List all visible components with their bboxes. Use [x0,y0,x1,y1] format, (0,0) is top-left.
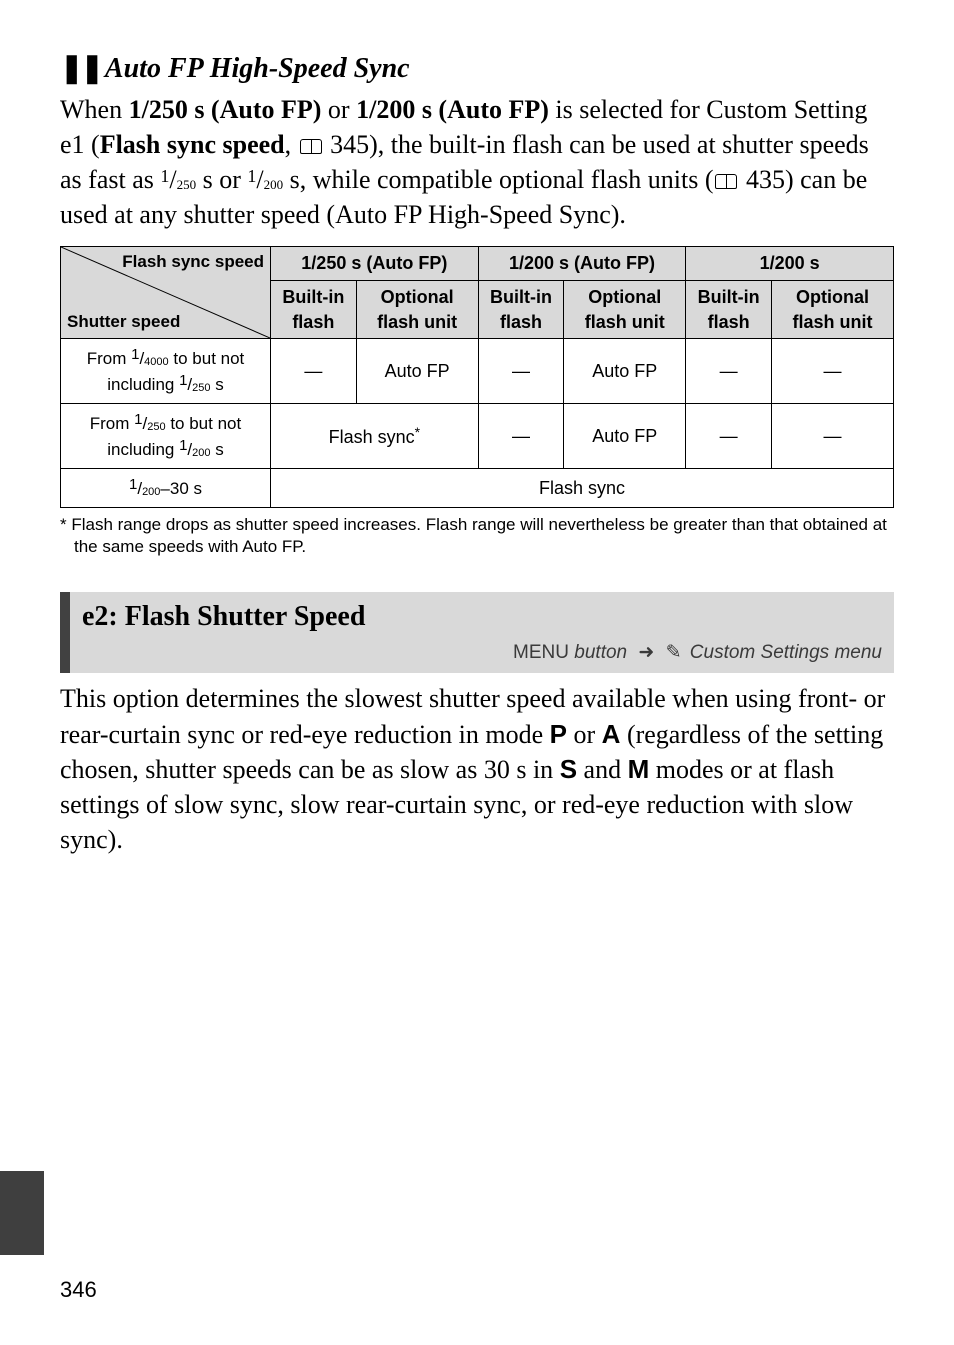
button-word: button [569,642,627,663]
r1-frac2: 1/250 [179,375,210,394]
r3-span: Flash sync [271,468,894,507]
row2-label: From 1/250 to but not including 1/200 s [61,404,271,469]
p1-t1: When [60,95,129,124]
r2-a: From [90,414,134,433]
subsection-e2: e2: Flash Shutter Speed MENU button ➜ ✎ … [60,592,894,673]
p1-t4: , [285,130,298,159]
subsection-title: e2: Flash Shutter Speed [60,592,894,638]
sub-builtin-1: Built-in flash [271,280,357,338]
r2-frac1: 1/250 [134,414,165,433]
row3-label: 1/200–30 s [61,468,271,507]
p1-b2: 1/200 s (Auto FP) [356,95,549,124]
sub-optional-1: Optional flash unit [356,280,478,338]
p1-b3: Flash sync speed [100,130,285,159]
r2c3: — [478,404,564,469]
sub-optional-3: Optional flash unit [771,280,893,338]
r2-frac2: 1/200 [179,440,210,459]
p2-t4: and [577,755,628,784]
frac-den: 4000 [144,356,168,368]
p2-b2: A [602,719,621,749]
fraction-1-250: 1/250 [160,165,196,194]
r1c2: Auto FP [356,339,478,404]
r2c6: — [771,404,893,469]
r1-frac1: 1/4000 [131,349,169,368]
book-icon [715,174,737,189]
diag-header-cell: Flash sync speed Shutter speed [61,247,271,339]
subsection-breadcrumb: MENU button ➜ ✎ Custom Settings menu [60,638,894,674]
frac-den: 250 [147,421,165,433]
p2-b3: S [560,754,577,784]
r2c4: Auto FP [564,404,686,469]
heading-text: Auto FP High-Speed Sync [105,53,410,84]
r1c1: — [271,339,357,404]
diag-bottom-label: Shutter speed [67,311,180,334]
diag-top-label: Flash sync speed [122,251,264,274]
intro-paragraph: When 1/250 s (Auto FP) or 1/200 s (Auto … [60,92,894,232]
p2-b4: M [628,754,650,784]
r1-c: s [211,375,224,394]
frac-den: 250 [177,177,197,192]
section-heading: ❚❚Auto FP High-Speed Sync [60,50,894,88]
frac-num: 1 [179,437,187,454]
frac-den: 250 [192,382,210,394]
arrow-icon: ➜ [638,642,654,663]
r1c4: Auto FP [564,339,686,404]
breadcrumb-trail: Custom Settings menu [685,642,882,663]
r1-a: From [87,349,131,368]
r3-label-text: –30 s [160,479,202,498]
frac-num: 1 [247,166,256,186]
frac-den: 200 [264,177,284,192]
book-icon [300,139,322,154]
page-number: 346 [60,1275,97,1305]
p1-t5: s or [196,165,247,194]
frac-num: 1 [131,346,139,363]
col-header-3: 1/200 s [686,247,894,281]
fraction-1-200: 1/200 [247,165,283,194]
p1-t6: s, while compatible optional flash units… [283,165,713,194]
heading-squares: ❚❚ [60,53,101,84]
p2-b1: P [550,719,567,749]
asterisk: * [415,424,420,440]
frac-num: 1 [179,372,187,389]
flash-sync-table: Flash sync speed Shutter speed 1/250 s (… [60,246,894,508]
side-tab [0,1171,44,1255]
frac-num: 1 [134,411,142,428]
body-paragraph-2: This option determines the slowest shutt… [60,681,894,856]
sub-builtin-2: Built-in flash [478,280,564,338]
sub-builtin-3: Built-in flash [686,280,772,338]
row1-label: From 1/4000 to but not including 1/250 s [61,339,271,404]
frac-den: 200 [142,486,160,498]
col-header-2: 1/200 s (Auto FP) [478,247,686,281]
p2-t2: or [567,720,602,749]
col-header-1: 1/250 s (Auto FP) [271,247,479,281]
r2c12: Flash sync* [271,404,479,469]
frac-num: 1 [129,476,137,493]
p1-b1: 1/250 s (Auto FP) [129,95,322,124]
frac-num: 1 [160,166,169,186]
sub-optional-2: Optional flash unit [564,280,686,338]
r3-frac1: 1/200 [129,479,160,498]
r2c12-text: Flash sync [329,427,415,447]
r1c5: — [686,339,772,404]
r1c6: — [771,339,893,404]
r2-c: s [211,440,224,459]
footnote: * Flash range drops as shutter speed inc… [60,514,894,558]
pencil-icon: ✎ [666,642,682,663]
menu-label: MENU [513,642,569,663]
p1-t2: or [321,95,356,124]
r2c5: — [686,404,772,469]
r1c3: — [478,339,564,404]
frac-den: 200 [192,447,210,459]
